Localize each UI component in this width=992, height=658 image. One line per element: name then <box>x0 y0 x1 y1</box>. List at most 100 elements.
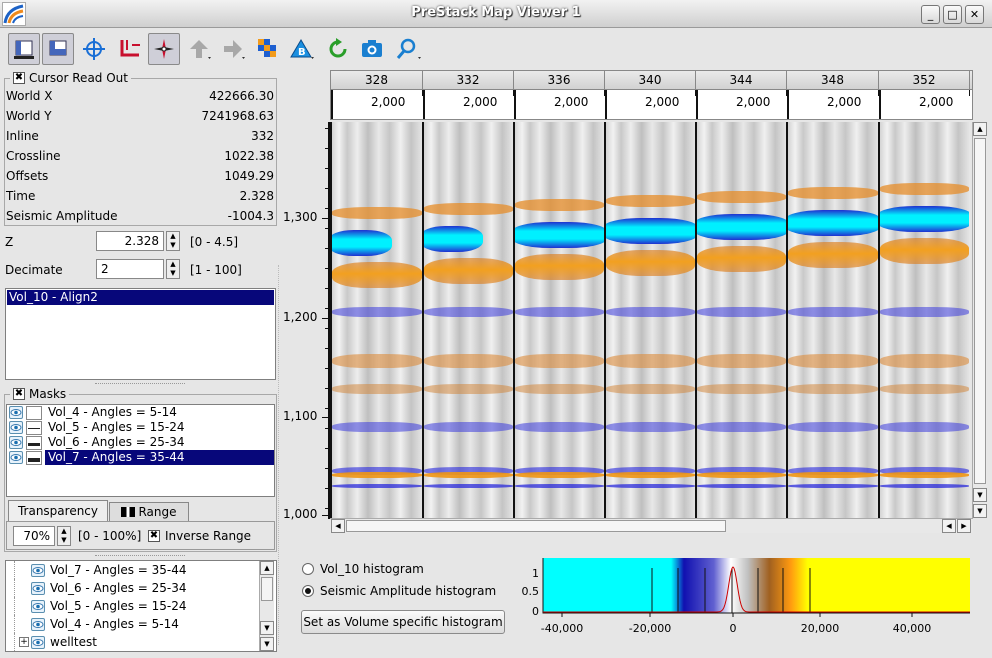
transparency-input[interactable]: 70% <box>13 526 55 546</box>
mask-item[interactable]: Vol_6 - Angles = 25-34 <box>7 435 274 450</box>
gather-column[interactable] <box>695 122 786 519</box>
z-input[interactable]: 2.328 <box>96 231 164 251</box>
line-style-swatch[interactable] <box>26 450 42 465</box>
layer-tree[interactable]: Vol_7 - Angles = 35-44 Vol_6 - Angles = 2… <box>5 560 277 652</box>
gather-column[interactable] <box>513 122 604 519</box>
line-style-swatch[interactable] <box>26 405 42 420</box>
tree-scrollbar[interactable]: ▲ ▼ ▼ <box>259 561 274 651</box>
volume-list-item[interactable]: Vol_10 - Align2 <box>7 290 274 305</box>
histogram-chart[interactable]: 1 0.5 0 -40,000 -20,000 0 20,000 40,000 <box>520 555 980 655</box>
seismic-event <box>424 226 483 252</box>
vscroll-up[interactable]: ▲ <box>973 122 987 136</box>
gather-column[interactable] <box>422 122 513 519</box>
compass-icon[interactable] <box>148 33 180 65</box>
tree-scroll-down[interactable]: ▼ <box>260 637 274 651</box>
line-style-swatch[interactable] <box>26 435 42 450</box>
eye-icon[interactable] <box>9 436 23 449</box>
inline-header-cell[interactable]: 340 <box>605 71 696 89</box>
vscroll-down-1[interactable]: ▼ <box>973 488 987 502</box>
volume-list[interactable]: Vol_10 - Align2 <box>5 288 276 380</box>
minimize-button[interactable]: _ <box>921 5 940 24</box>
gather-column[interactable] <box>786 122 878 519</box>
seismic-event <box>880 467 969 475</box>
y-minor-tick <box>325 368 328 369</box>
gather-column[interactable] <box>878 122 969 519</box>
inline-header-cell[interactable]: 344 <box>696 71 787 89</box>
histogram-x-tick: -40,000 <box>541 622 583 635</box>
decimate-input[interactable]: 2 <box>96 259 164 279</box>
inline-header-cell[interactable]: 328 <box>331 71 423 89</box>
option-seismic-histogram[interactable]: Seismic Amplitude histogram <box>302 584 496 598</box>
tree-item[interactable]: + welltest <box>14 633 276 651</box>
back-arrow-icon[interactable] <box>184 33 216 65</box>
color-grid-icon[interactable] <box>252 33 284 65</box>
eye-icon[interactable] <box>31 617 45 631</box>
tree-item[interactable]: Vol_6 - Angles = 25-34 <box>14 579 276 597</box>
mask-item[interactable]: Vol_7 - Angles = 35-44 <box>7 450 274 465</box>
volume-b-icon[interactable]: B <box>286 33 318 65</box>
hscroll-left[interactable]: ◀ <box>331 519 345 533</box>
hscroll-left-2[interactable]: ◀ <box>942 519 956 533</box>
decimate-spinner[interactable]: ▲ ▼ <box>166 259 180 279</box>
masks-checkbox[interactable]: ✖ <box>13 388 25 400</box>
close-button[interactable]: ✕ <box>965 5 984 24</box>
eye-icon[interactable] <box>9 451 23 464</box>
tree-item[interactable]: Vol_7 - Angles = 35-44 <box>14 561 276 579</box>
transparency-spinner[interactable]: ▲ ▼ <box>57 526 71 546</box>
well-icon[interactable] <box>31 635 45 649</box>
tab-range[interactable]: Range <box>109 502 189 522</box>
mask-item[interactable]: Vol_5 - Angles = 15-24 <box>7 420 274 435</box>
tree-scroll-thumb[interactable] <box>261 577 273 601</box>
eye-icon[interactable] <box>9 406 23 419</box>
gather-column[interactable] <box>604 122 695 519</box>
refresh-icon[interactable] <box>322 33 354 65</box>
expand-icon[interactable]: + <box>19 637 29 647</box>
mask-item[interactable]: Vol_4 - Angles = 5-14 <box>7 405 274 420</box>
seismic-vscroll[interactable]: ▲ ▼ ▼ <box>972 122 987 518</box>
splitter-handle[interactable] <box>95 383 185 386</box>
tree-item[interactable]: Vol_5 - Angles = 15-24 <box>14 597 276 615</box>
view-layout-1-icon[interactable] <box>8 33 40 65</box>
cursor-readout-checkbox[interactable]: ✖ <box>13 72 25 84</box>
vscroll-down[interactable]: ▼ <box>973 504 987 518</box>
maximize-button[interactable]: □ <box>943 5 962 24</box>
vscroll-thumb[interactable] <box>974 138 986 484</box>
hscroll-right[interactable]: ▶ <box>957 519 971 533</box>
inline-header-cell[interactable]: 348 <box>787 71 879 89</box>
splitter-handle-2[interactable] <box>95 555 185 558</box>
inverse-range-checkbox[interactable]: ✖ <box>148 530 160 542</box>
crosshair-icon[interactable] <box>78 33 110 65</box>
z-spinner[interactable]: ▲ ▼ <box>166 231 180 251</box>
vertical-splitter[interactable] <box>278 265 282 645</box>
radio-seismic[interactable] <box>302 585 314 597</box>
hscroll-thumb[interactable] <box>346 520 726 532</box>
tree-scroll-up[interactable]: ▲ <box>260 561 274 575</box>
seismic-event <box>606 384 695 394</box>
set-volume-histogram-button[interactable]: Set as Volume specific histogram <box>301 610 505 634</box>
inline-header-cell[interactable]: 336 <box>514 71 605 89</box>
pick-line-icon[interactable] <box>114 33 146 65</box>
line-style-swatch[interactable] <box>26 420 42 435</box>
seismic-view[interactable] <box>330 122 973 519</box>
option-vol10-histogram[interactable]: Vol_10 histogram <box>302 562 424 576</box>
eye-icon[interactable] <box>31 581 45 595</box>
camera-icon[interactable] <box>356 33 388 65</box>
forward-arrow-icon[interactable] <box>218 33 250 65</box>
seismic-event <box>606 484 695 488</box>
y-minor-tick <box>325 348 328 349</box>
readout-value: 2.328 <box>239 189 274 203</box>
radio-vol10[interactable] <box>302 563 314 575</box>
masks-list[interactable]: Vol_4 - Angles = 5-14 Vol_5 - Angles = 15… <box>6 404 275 497</box>
zoom-icon[interactable] <box>392 33 424 65</box>
eye-icon[interactable] <box>31 599 45 613</box>
seismic-hscroll[interactable]: ◀ ◀ ▶ <box>330 518 973 533</box>
eye-icon[interactable] <box>31 563 45 577</box>
tab-transparency[interactable]: Transparency <box>8 500 108 522</box>
tree-scroll-down-1[interactable]: ▼ <box>260 621 274 635</box>
inline-header-cell[interactable]: 332 <box>423 71 514 89</box>
view-layout-2-icon[interactable] <box>42 33 74 65</box>
gather-column[interactable] <box>330 122 422 519</box>
eye-icon[interactable] <box>9 421 23 434</box>
tree-item[interactable]: Vol_4 - Angles = 5-14 <box>14 615 276 633</box>
inline-header-cell[interactable]: 352 <box>879 71 970 89</box>
